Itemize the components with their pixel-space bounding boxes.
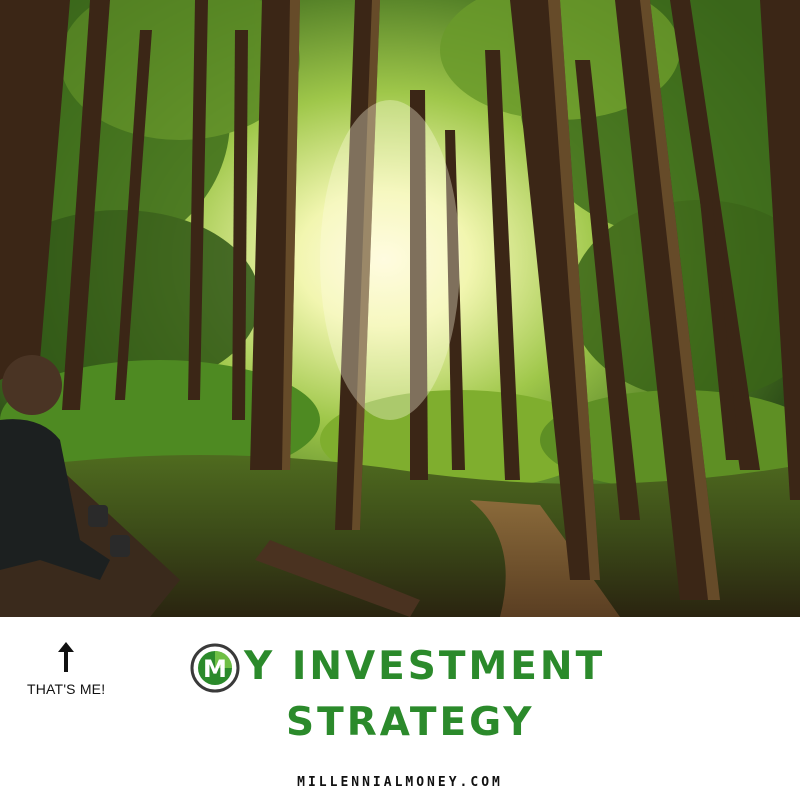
- trunk-highlights: [282, 0, 720, 600]
- thats-me-note: THAT'S ME!: [27, 681, 106, 697]
- headline-line-1: Y INVESTMENT: [244, 644, 606, 689]
- arrow-up-icon: [58, 642, 74, 672]
- forest-photo: [0, 0, 800, 617]
- headline: Y INVESTMENT STRATEGY: [0, 640, 800, 760]
- caption-panel: [0, 617, 800, 800]
- fallen-log: [255, 540, 420, 617]
- person-silhouette: [0, 355, 180, 617]
- millennial-money-logo: M: [190, 643, 240, 693]
- headline-line-2: STRATEGY: [286, 700, 535, 745]
- site-url: MILLENNIALMONEY.COM: [297, 775, 503, 790]
- logo-letter: M: [203, 655, 227, 683]
